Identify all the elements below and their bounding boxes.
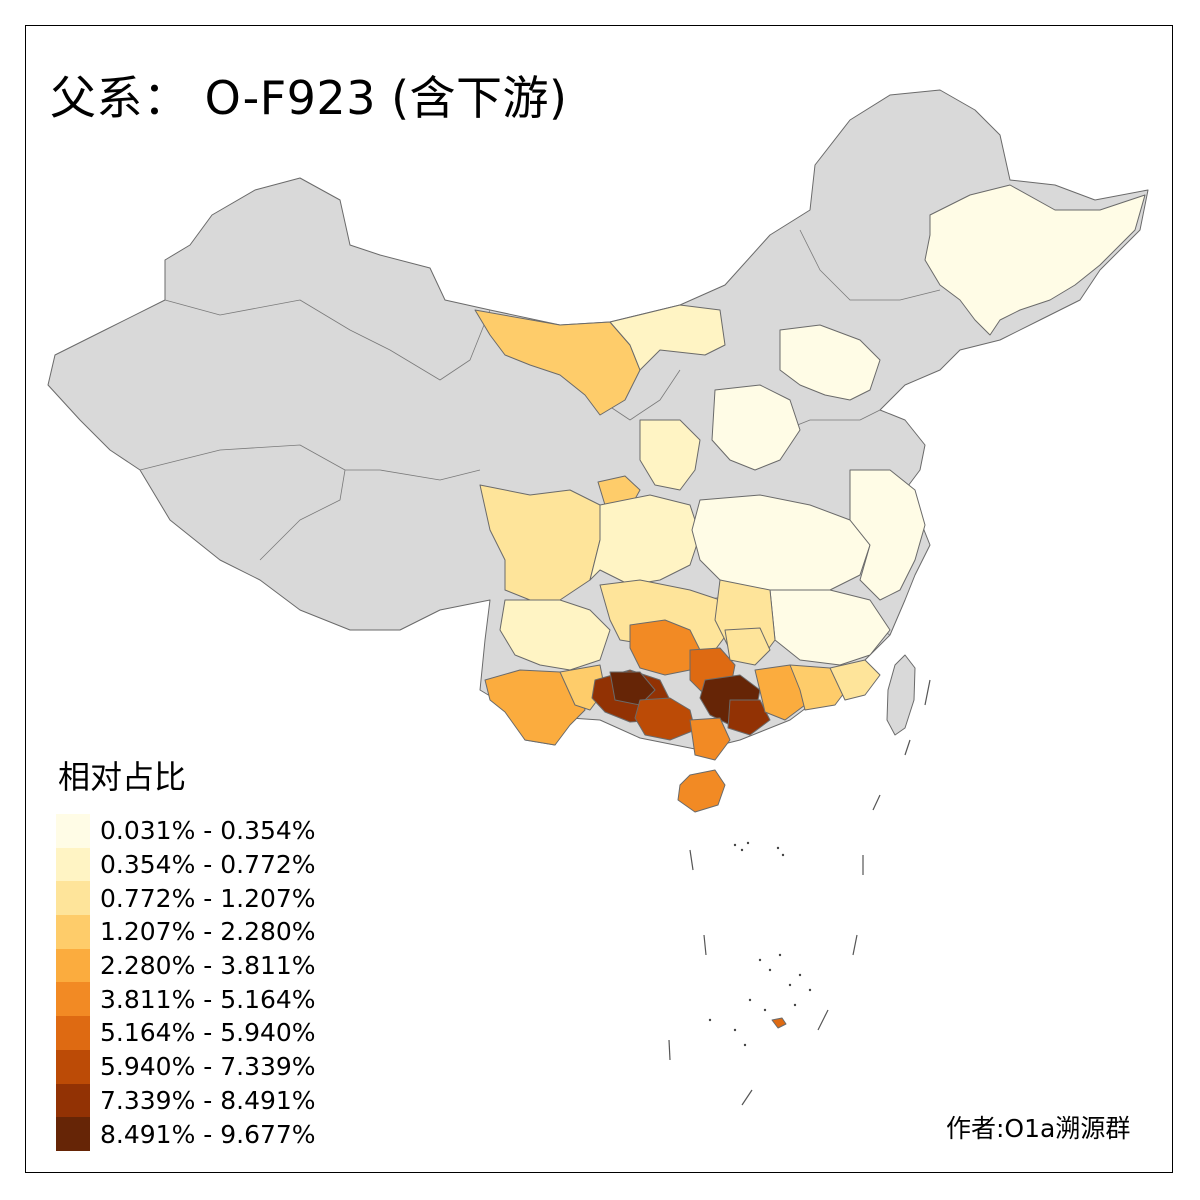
legend-item: 0.354% - 0.772% (56, 847, 316, 882)
legend-label: 3.811% - 5.164% (100, 984, 316, 1014)
legend-swatch (56, 1083, 90, 1118)
island-dots (708, 841, 812, 1047)
region-north-china (779, 324, 881, 401)
region-guangxi-core (609, 671, 656, 706)
legend-item: 8.491% - 9.677% (56, 1117, 316, 1151)
legend-swatch (56, 881, 90, 916)
region-hainan (677, 769, 726, 813)
region-hunan-south (724, 627, 771, 666)
sea-boundary-marks (668, 679, 931, 1106)
region-guangdong-east (829, 659, 881, 701)
legend-swatch (56, 982, 90, 1017)
region-shanxi-hebei (711, 384, 801, 471)
region-east-coast (849, 469, 926, 601)
legend-swatch (56, 1117, 90, 1151)
legend-swatch (56, 847, 90, 882)
legend-label: 7.339% - 8.491% (100, 1085, 316, 1115)
legend-item: 7.339% - 8.491% (56, 1083, 316, 1118)
legend-label: 0.031% - 0.354% (100, 816, 316, 846)
region-guangxi-southeast (727, 699, 771, 736)
region-south-sea-island (771, 1017, 787, 1029)
region-jiangxi-fujian (769, 589, 891, 666)
legend-title: 相对占比 (58, 758, 187, 796)
legend-swatch (56, 1016, 90, 1050)
legend-swatch (56, 948, 90, 983)
author-credit: 作者:O1a溯源群 (946, 1114, 1131, 1143)
legend-label: 0.772% - 1.207% (100, 883, 316, 913)
legend-label: 8.491% - 9.677% (100, 1119, 316, 1149)
region-inner-mongolia-west (609, 304, 726, 371)
legend: 相对占比 0.031% - 0.354% 0.354% - 0.772% 0.772… (56, 752, 316, 1151)
region-yunnan-north (499, 599, 611, 671)
region-guangxi-south (689, 717, 731, 761)
legend-label: 2.280% - 3.811% (100, 951, 316, 981)
legend-items: 0.031% - 0.354% 0.354% - 0.772% 0.772% - 1… (56, 814, 316, 1151)
legend-item: 5.164% - 5.940% (56, 1016, 316, 1050)
legend-swatch (56, 1049, 90, 1084)
legend-label: 0.354% - 0.772% (100, 850, 316, 880)
legend-swatch (56, 915, 90, 949)
legend-label: 5.164% - 5.940% (100, 1018, 316, 1048)
legend-item: 1.207% - 2.280% (56, 915, 316, 949)
legend-item: 2.280% - 3.811% (56, 948, 316, 983)
region-northeast (924, 184, 1146, 336)
region-sichuan-west (479, 484, 601, 601)
legend-item: 3.811% - 5.164% (56, 982, 316, 1017)
legend-item: 0.031% - 0.354% (56, 814, 316, 848)
legend-label: 5.940% - 7.339% (100, 1052, 316, 1082)
region-guangxi-center (634, 697, 696, 741)
region-taiwan (886, 654, 916, 736)
legend-item: 5.940% - 7.339% (56, 1049, 316, 1084)
legend-label: 1.207% - 2.280% (100, 917, 316, 947)
region-shaanxi-north (639, 419, 701, 491)
legend-item: 0.772% - 1.207% (56, 881, 316, 916)
legend-swatch (56, 814, 90, 848)
region-sichuan-east (589, 494, 701, 586)
region-yunnan-south (484, 669, 586, 746)
map-title: 父系： O-F923 (含下游) (50, 71, 568, 125)
